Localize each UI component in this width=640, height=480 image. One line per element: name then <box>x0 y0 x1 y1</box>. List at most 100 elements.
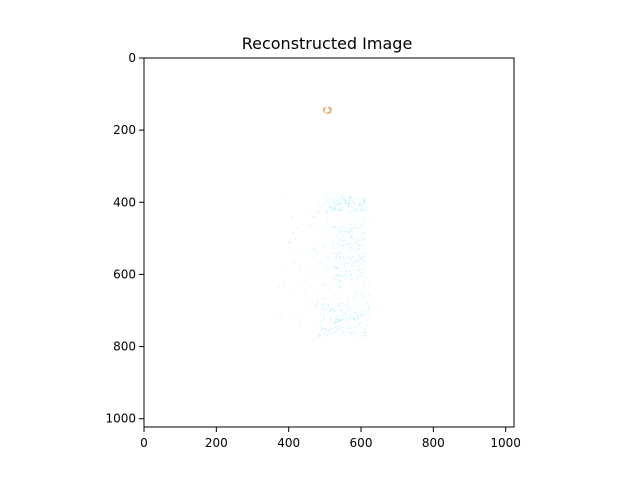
cyan-image-pixel <box>346 262 348 264</box>
cyan-image-pixel <box>316 252 318 254</box>
cyan-image-pixel <box>355 208 357 210</box>
cyan-image-pixel <box>352 299 354 301</box>
cyan-image-pixel <box>346 244 348 246</box>
cyan-image-pixel <box>342 234 344 236</box>
cyan-image-pixel <box>296 227 298 229</box>
cyan-image-pixel <box>353 296 355 298</box>
cyan-image-pixel <box>336 329 338 331</box>
cyan-image-pixel <box>333 226 335 228</box>
cyan-image-pixel <box>363 200 365 202</box>
cyan-image-pixel <box>325 329 327 331</box>
cyan-image-pixel <box>347 325 349 327</box>
cyan-image-pixel <box>339 255 341 257</box>
image-area <box>144 58 514 427</box>
cyan-image-pixel <box>335 195 337 197</box>
cyan-image-pixel <box>327 209 329 211</box>
cyan-image-pixel <box>356 228 358 230</box>
cyan-image-pixel <box>359 274 361 276</box>
cyan-image-pixel <box>347 251 349 253</box>
cyan-image-pixel <box>327 207 329 209</box>
cyan-image-pixel <box>351 333 353 335</box>
cyan-image-pixel <box>348 243 350 245</box>
cyan-image-pixel <box>352 255 354 257</box>
cyan-image-pixel <box>349 197 351 199</box>
cyan-image-pixel <box>363 204 365 206</box>
cyan-image-pixel <box>359 322 361 324</box>
cyan-image-pixel <box>358 315 360 317</box>
cyan-image-pixel <box>359 256 361 258</box>
cyan-image-pixel <box>368 307 370 309</box>
cyan-image-pixel <box>363 308 365 310</box>
cyan-image-pixel <box>342 197 344 199</box>
cyan-image-pixel <box>345 320 347 322</box>
x-axis-tick-label: 400 <box>277 436 300 450</box>
cyan-image-pixel <box>334 207 336 209</box>
cyan-image-pixel <box>321 304 323 306</box>
cyan-image-pixel <box>350 278 352 280</box>
cyan-image-pixel <box>341 237 343 239</box>
cyan-image-pixel <box>344 202 346 204</box>
cyan-image-pixel <box>314 216 316 218</box>
cyan-image-pixel <box>359 253 361 255</box>
cyan-image-pixel <box>332 206 334 208</box>
cyan-image-pixel <box>349 230 351 232</box>
cyan-image-pixel <box>357 240 359 242</box>
cyan-image-pixel <box>365 335 367 337</box>
cyan-image-pixel <box>327 330 329 332</box>
cyan-image-pixel <box>345 270 347 272</box>
cyan-image-pixel <box>335 322 337 324</box>
cyan-image-pixel <box>349 270 351 272</box>
cyan-image-pixel <box>362 314 364 316</box>
cyan-image-pixel <box>351 316 353 318</box>
cyan-image-pixel <box>309 224 311 226</box>
cyan-image-pixel <box>294 259 296 261</box>
orange-image-pixel <box>323 110 325 112</box>
cyan-image-pixel <box>356 238 358 240</box>
cyan-image-pixel <box>330 307 332 309</box>
cyan-image-pixel <box>346 328 348 330</box>
cyan-image-pixel <box>341 245 343 247</box>
cyan-image-pixel <box>342 302 344 304</box>
cyan-image-pixel <box>363 209 365 211</box>
cyan-image-pixel <box>323 314 325 316</box>
cyan-image-pixel <box>354 332 356 334</box>
y-axis-tick-label: 800 <box>113 340 136 354</box>
cyan-image-pixel <box>309 298 311 300</box>
cyan-image-pixel <box>357 278 359 280</box>
cyan-image-pixel <box>293 292 295 294</box>
cyan-image-pixel <box>345 312 347 314</box>
cyan-image-pixel <box>312 216 314 218</box>
cyan-image-pixel <box>360 272 362 274</box>
cyan-image-pixel <box>343 262 345 264</box>
cyan-image-pixel <box>322 284 324 286</box>
cyan-image-pixel <box>350 196 352 198</box>
cyan-image-pixel <box>352 238 354 240</box>
x-axis-ticks: 0 200 400 600 800 1000 <box>140 427 521 450</box>
orange-image-pixel <box>324 111 326 114</box>
cyan-image-pixel <box>327 303 329 305</box>
cyan-image-pixel <box>346 210 348 212</box>
cyan-image-pixel <box>350 246 352 248</box>
cyan-image-pixel <box>327 269 329 271</box>
cyan-image-pixel <box>333 207 335 209</box>
cyan-image-pixel <box>348 206 350 208</box>
cyan-image-pixel <box>348 307 350 309</box>
cyan-image-pixel <box>357 306 359 308</box>
cyan-image-pixel <box>361 263 363 265</box>
cyan-image-pixel <box>328 333 330 335</box>
cyan-image-pixel <box>364 331 366 333</box>
cyan-image-pixel <box>326 333 328 335</box>
cyan-image-pixel <box>347 277 349 279</box>
cyan-image-pixel <box>350 250 352 252</box>
cyan-image-pixel <box>322 328 324 330</box>
cyan-image-pixel <box>329 311 331 313</box>
cyan-image-pixel <box>327 305 329 307</box>
cyan-image-pixel <box>353 227 355 229</box>
cyan-image-pixel <box>330 309 332 311</box>
cyan-image-pixel <box>349 228 351 230</box>
cyan-image-pixel <box>336 199 338 201</box>
cyan-image-pixel <box>340 308 342 310</box>
cyan-image-pixel <box>338 305 340 307</box>
cyan-image-pixel <box>334 321 336 323</box>
cyan-image-pixel <box>361 224 363 226</box>
